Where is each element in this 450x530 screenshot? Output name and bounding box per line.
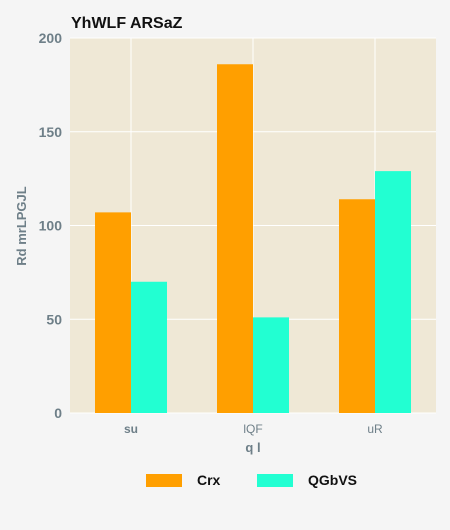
x-tick-label: uR xyxy=(367,422,383,436)
bar-1-lQF xyxy=(217,64,253,413)
bar-2-uR xyxy=(375,171,411,413)
bar-1-uR xyxy=(339,199,375,413)
bar-2-su xyxy=(131,282,167,413)
legend-swatch-series-1 xyxy=(146,474,182,487)
y-tick-label: 100 xyxy=(39,218,63,234)
bar-2-lQF xyxy=(253,317,289,413)
y-tick-label: 150 xyxy=(39,124,63,140)
chart-title: YhWLF ARSaZ xyxy=(71,15,183,32)
x-axis-label: q l xyxy=(245,440,260,455)
bar-1-su xyxy=(95,212,131,413)
x-tick-label: lQF xyxy=(243,422,262,436)
y-tick-label: 50 xyxy=(46,311,62,327)
y-tick-label: 0 xyxy=(54,405,62,421)
legend-label-series-1: Crx xyxy=(197,472,221,488)
x-tick-label: su xyxy=(124,422,138,436)
legend-swatch-series-2 xyxy=(257,474,293,487)
y-axis-label: Rd mrLPGJL xyxy=(14,186,29,266)
y-tick-label: 200 xyxy=(39,30,63,46)
legend-label-series-2: QGbVS xyxy=(308,472,357,488)
